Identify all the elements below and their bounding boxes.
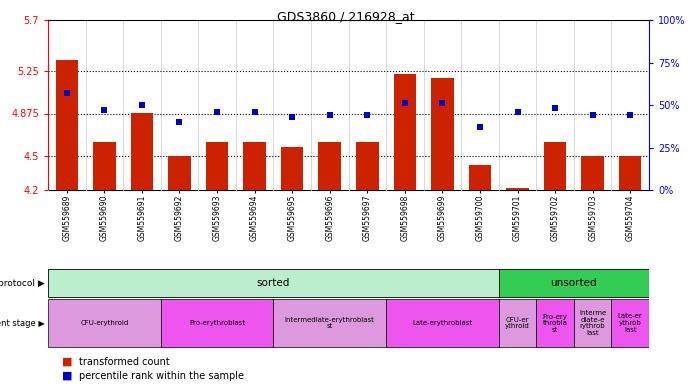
FancyBboxPatch shape <box>48 268 499 297</box>
Text: Late-er
ythrob
last: Late-er ythrob last <box>618 313 643 333</box>
Point <box>61 90 73 96</box>
Text: ■: ■ <box>61 357 73 367</box>
Point <box>512 109 523 115</box>
Bar <box>394 74 416 190</box>
FancyBboxPatch shape <box>386 299 499 347</box>
Point <box>399 100 410 106</box>
Bar <box>281 147 303 190</box>
Point <box>287 114 298 120</box>
FancyBboxPatch shape <box>499 299 536 347</box>
FancyBboxPatch shape <box>274 299 386 347</box>
Point <box>211 109 223 115</box>
Text: Interme
diate-e
rythrob
last: Interme diate-e rythrob last <box>579 310 606 336</box>
FancyBboxPatch shape <box>612 299 649 347</box>
Text: Intermediate-erythroblast
st: Intermediate-erythroblast st <box>285 317 375 329</box>
Bar <box>581 156 604 190</box>
Point <box>625 112 636 118</box>
Point <box>99 107 110 113</box>
Point <box>136 102 147 108</box>
Point <box>437 100 448 106</box>
Text: sorted: sorted <box>256 278 290 288</box>
Bar <box>131 114 153 190</box>
Text: ■: ■ <box>61 371 73 381</box>
Text: development stage ▶: development stage ▶ <box>0 318 44 328</box>
Bar <box>356 142 379 190</box>
Bar <box>55 60 78 190</box>
Point <box>174 119 185 125</box>
Text: CFU-er
ythroid: CFU-er ythroid <box>505 317 530 329</box>
Text: percentile rank within the sample: percentile rank within the sample <box>79 371 244 381</box>
Point <box>549 105 560 111</box>
Text: GDS3860 / 216928_at: GDS3860 / 216928_at <box>276 10 415 23</box>
Bar <box>243 142 266 190</box>
Bar <box>507 188 529 190</box>
Point <box>324 112 335 118</box>
FancyBboxPatch shape <box>161 299 274 347</box>
FancyBboxPatch shape <box>48 299 161 347</box>
Text: protocol ▶: protocol ▶ <box>0 278 44 288</box>
Point <box>362 112 373 118</box>
Bar <box>93 142 115 190</box>
Bar <box>468 165 491 190</box>
FancyBboxPatch shape <box>574 299 612 347</box>
Point <box>475 124 486 130</box>
Bar <box>319 142 341 190</box>
Bar <box>619 156 641 190</box>
Text: Pro-ery
throbla
st: Pro-ery throbla st <box>542 313 567 333</box>
Point <box>249 109 260 115</box>
Point <box>587 112 598 118</box>
FancyBboxPatch shape <box>536 299 574 347</box>
FancyBboxPatch shape <box>499 268 649 297</box>
Bar <box>206 142 228 190</box>
Bar <box>168 156 191 190</box>
Text: transformed count: transformed count <box>79 357 170 367</box>
Text: CFU-erythroid: CFU-erythroid <box>80 320 129 326</box>
Bar <box>544 142 567 190</box>
Text: Pro-erythroblast: Pro-erythroblast <box>189 320 245 326</box>
Text: unsorted: unsorted <box>551 278 597 288</box>
Text: Late-erythroblast: Late-erythroblast <box>413 320 473 326</box>
Bar <box>431 78 454 190</box>
